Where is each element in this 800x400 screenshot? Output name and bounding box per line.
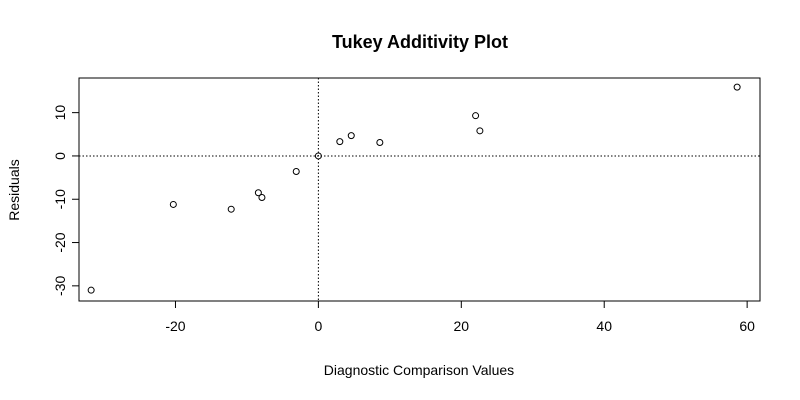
- data-point: [733, 83, 741, 91]
- y-tick-label: 0: [52, 152, 68, 160]
- x-tick-label: 0: [314, 318, 322, 334]
- data-point: [292, 168, 300, 176]
- x-tick-label: -20: [165, 318, 185, 334]
- plot-frame: [78, 77, 761, 302]
- data-point: [336, 138, 344, 146]
- reference-lines: [79, 78, 760, 301]
- data-point: [376, 139, 384, 147]
- data-point: [169, 200, 177, 208]
- data-point: [476, 127, 484, 135]
- data-point: [254, 189, 262, 197]
- y-tick-label: 10: [52, 105, 68, 121]
- data-points: [87, 83, 741, 294]
- y-axis-label: Residuals: [6, 159, 22, 220]
- data-point: [472, 112, 480, 120]
- x-tick-label: 20: [454, 318, 470, 334]
- data-point: [314, 152, 322, 160]
- x-axis-label: Diagnostic Comparison Values: [324, 362, 514, 378]
- data-point: [258, 194, 266, 202]
- y-tick-label: -20: [52, 232, 68, 252]
- y-tick-label: -30: [52, 276, 68, 296]
- chart-title: Tukey Additivity Plot: [332, 32, 508, 52]
- data-point: [227, 205, 235, 213]
- y-tick-label: -10: [52, 189, 68, 209]
- x-axis: -20 0 20 40 60: [165, 301, 755, 334]
- y-axis: -30 -20 -10 0 10: [52, 105, 79, 296]
- data-point: [87, 286, 95, 294]
- x-tick-label: 60: [739, 318, 755, 334]
- x-tick-label: 40: [596, 318, 612, 334]
- data-point: [347, 132, 355, 140]
